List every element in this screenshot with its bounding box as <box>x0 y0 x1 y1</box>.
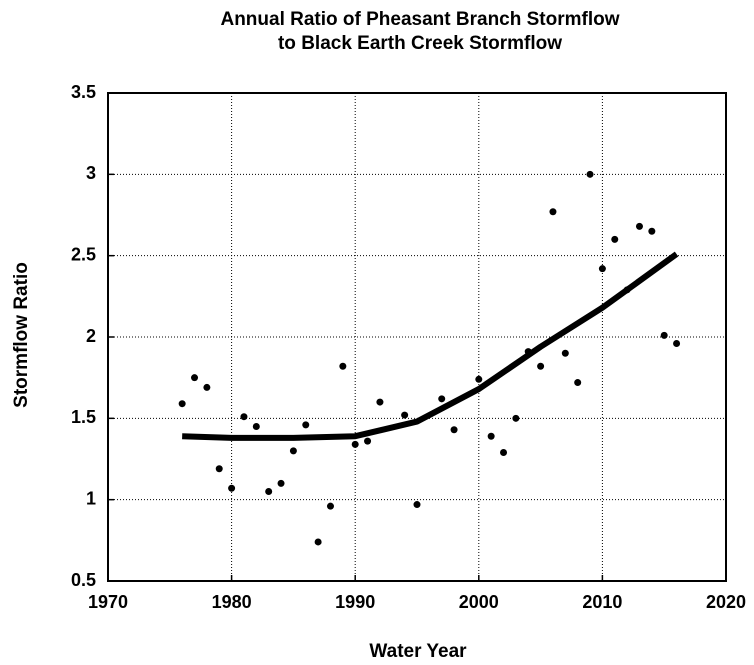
data-point <box>512 414 520 422</box>
x-tick-label: 1970 <box>88 592 128 612</box>
chart-title: Annual Ratio of Pheasant Branch Stormflo… <box>220 9 619 30</box>
data-point <box>178 400 186 408</box>
data-point <box>413 501 421 509</box>
data-point <box>265 488 273 496</box>
data-point <box>450 426 458 434</box>
data-point <box>549 208 557 216</box>
data-point <box>215 465 223 473</box>
data-point <box>438 395 446 403</box>
data-point <box>339 362 347 370</box>
data-point <box>586 170 594 178</box>
data-point <box>475 375 483 383</box>
data-point <box>314 538 322 546</box>
y-tick-label: 0.5 <box>71 570 96 590</box>
data-point <box>252 422 260 430</box>
data-point <box>277 479 285 487</box>
data-point <box>289 447 297 455</box>
x-tick-label: 2020 <box>706 592 746 612</box>
data-point <box>574 379 582 387</box>
data-point <box>326 502 334 510</box>
data-point <box>648 227 656 235</box>
data-point <box>635 222 643 230</box>
data-point <box>191 374 199 382</box>
y-tick-label: 3 <box>86 163 96 183</box>
data-point <box>598 265 606 273</box>
trend-line <box>182 251 679 441</box>
data-point <box>351 440 359 448</box>
data-point <box>203 383 211 391</box>
chart-title: to Black Earth Creek Stormflow <box>278 33 562 54</box>
y-tick-label: 3.5 <box>71 82 96 102</box>
data-point <box>401 411 409 419</box>
x-tick-label: 1980 <box>212 592 252 612</box>
data-point <box>537 362 545 370</box>
data-point <box>302 421 310 429</box>
plot-frame <box>107 92 727 582</box>
x-tick-label: 2000 <box>459 592 499 612</box>
data-point <box>376 398 384 406</box>
data-point <box>228 484 236 492</box>
data-point <box>364 437 372 445</box>
data-point <box>611 235 619 243</box>
y-axis-label: Stormflow Ratio <box>11 262 32 408</box>
data-point <box>673 340 681 348</box>
x-tick-label: 2010 <box>582 592 622 612</box>
y-tick-label: 1.5 <box>71 407 96 427</box>
y-tick-label: 1 <box>86 488 96 508</box>
y-tick-label: 2.5 <box>71 244 96 264</box>
data-point <box>500 448 508 456</box>
x-tick-label: 1990 <box>335 592 375 612</box>
x-axis-label: Water Year <box>369 641 467 662</box>
data-point <box>561 349 569 357</box>
data-point <box>487 432 495 440</box>
y-tick-label: 2 <box>86 326 96 346</box>
data-point <box>660 331 668 339</box>
data-point <box>240 413 248 421</box>
